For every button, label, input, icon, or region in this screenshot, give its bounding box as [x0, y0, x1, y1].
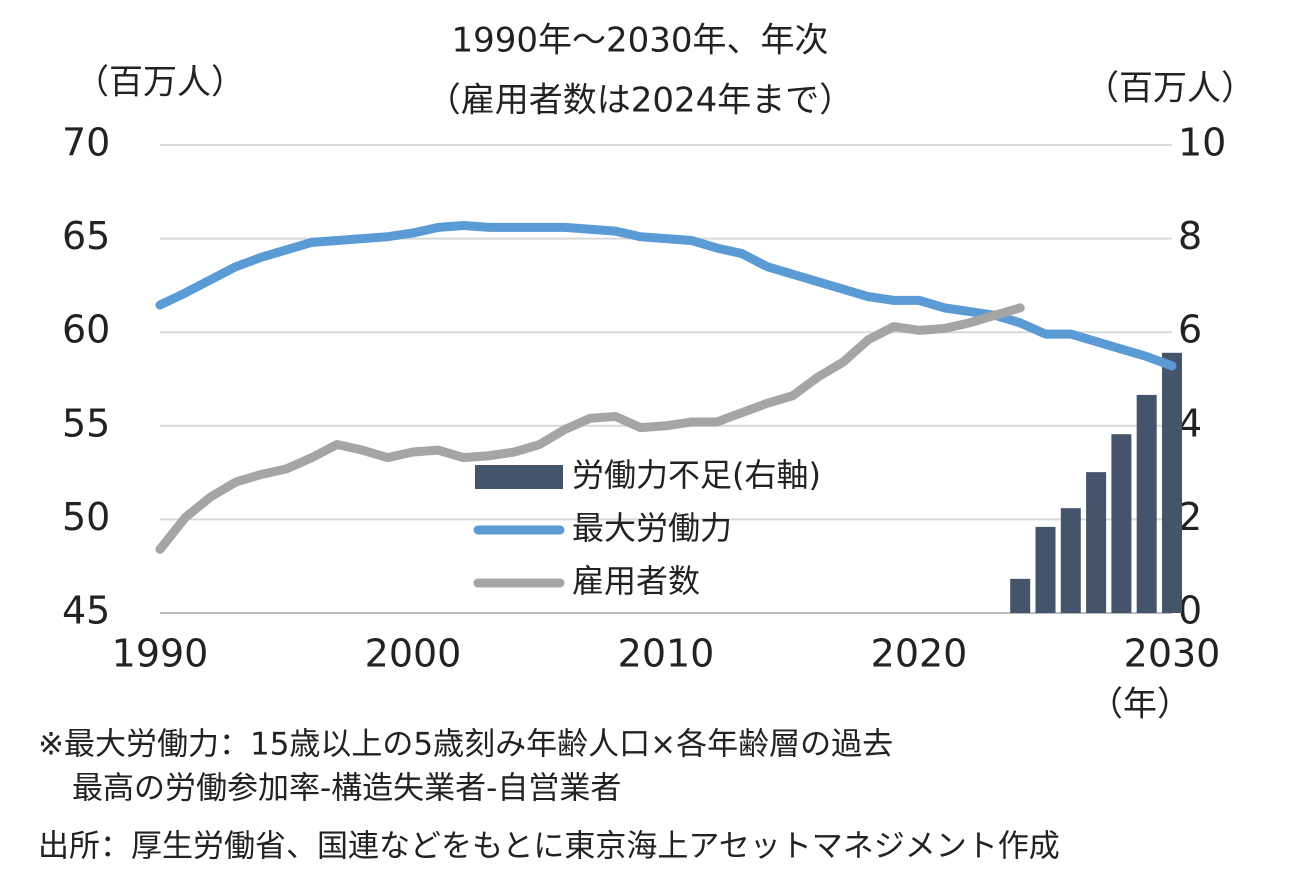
y2-tick-label: 10 [1178, 121, 1226, 165]
y2-tick-label: 8 [1178, 214, 1202, 258]
legend-label: 労働力不足(右軸) [572, 456, 821, 494]
y-tick-label: 70 [62, 121, 110, 165]
legend-label: 最大労働力 [572, 509, 732, 547]
bar [1111, 434, 1132, 613]
line [155, 303, 1025, 554]
y-tick-label: 55 [62, 401, 110, 445]
bar [1086, 472, 1107, 613]
chart-title: 1990年～2030年、年次 [451, 21, 828, 61]
x-tick-label: 1990 [112, 632, 209, 676]
source: 出所：厚生労働省、国連などをもとに東京海上アセットマネジメント作成 [38, 829, 1060, 865]
note: ※最大労働力：15歳以上の5歳刻み年齢人口×各年齢層の過去 [38, 727, 893, 763]
x-tick-label: 2020 [871, 632, 968, 676]
legend-label: 雇用者数 [572, 562, 700, 600]
x-axis-unit: （年） [1089, 685, 1191, 725]
bar [1035, 526, 1056, 613]
note: 最高の労働参加率-構造失業者-自営業者 [72, 771, 621, 807]
bar [1010, 578, 1031, 613]
y-tick-label: 60 [62, 308, 110, 352]
y-axis-unit: （百万人） [75, 63, 245, 103]
y2-axis-unit: （百万人） [1085, 69, 1255, 109]
y2-tick-label: 0 [1178, 589, 1202, 633]
y-tick-label: 50 [62, 495, 110, 539]
y-tick-label: 65 [62, 214, 110, 258]
y-tick-label: 45 [62, 589, 110, 633]
chart-subtitle: （雇用者数は2024年まで） [427, 81, 854, 121]
bar [1162, 352, 1182, 613]
x-tick-label: 2000 [365, 632, 462, 676]
bar [1060, 508, 1081, 613]
x-tick-label: 2010 [618, 632, 715, 676]
x-tick-label: 2030 [1124, 632, 1221, 676]
y2-tick-label: 4 [1178, 401, 1202, 445]
line [155, 220, 1177, 371]
y2-tick-label: 6 [1178, 308, 1202, 352]
legend-swatch [475, 465, 563, 489]
bar [1136, 394, 1157, 613]
y2-tick-label: 2 [1178, 495, 1202, 539]
